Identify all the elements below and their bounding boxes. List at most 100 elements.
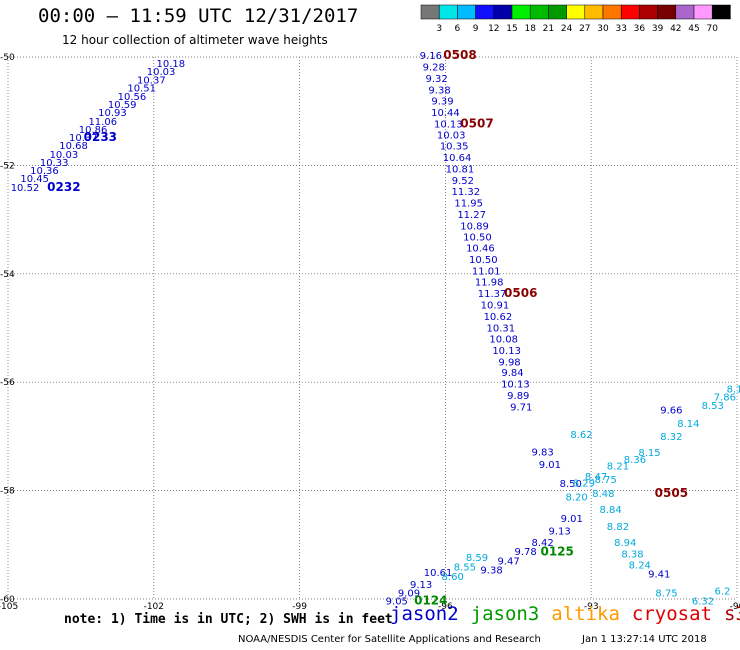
jason2-point: 10.50: [469, 255, 498, 266]
colorbar-tick-label: 12: [488, 24, 499, 34]
colorbar-tick-label: 15: [506, 24, 517, 34]
legend-cryosat: cryosat: [631, 603, 712, 625]
jason2-point: 10.36: [30, 166, 59, 177]
jason3-point: 8.36: [624, 455, 646, 466]
jason2-point: 10.45: [20, 174, 49, 185]
jason2-point: 10.13: [501, 380, 530, 391]
jason2-point: 11.32: [451, 187, 480, 198]
jason3-point: 8.59: [466, 553, 488, 564]
jason2-point: 11.06: [88, 117, 117, 128]
jason3-point: 6.2: [714, 587, 730, 598]
jason3-point: 8.94: [614, 538, 636, 549]
jason3-point: 8.32: [660, 432, 682, 443]
legend-jason3: jason3: [470, 603, 540, 625]
units-note: note: 1) Time is in UTC; 2) SWH is in fe…: [64, 612, 393, 627]
colorbar-tick-label: 27: [579, 24, 590, 34]
jason2-point: 10.61: [424, 568, 453, 579]
colorbar-tick-label: 45: [688, 24, 699, 34]
colorbar-tick-label: 36: [634, 24, 646, 34]
jason2-point: 9.84: [501, 368, 523, 379]
credit-line: NOAA/NESDIS Center for Satellite Applica…: [238, 634, 541, 645]
jason2-point: 9.41: [648, 569, 670, 580]
jason2-point: 9.39: [431, 97, 453, 108]
colorbar-tick-label: 33: [615, 24, 626, 34]
jason2-point: 9.98: [498, 357, 520, 368]
jason2-point: 9.01: [539, 460, 561, 471]
jason2-point: 10.03: [147, 67, 176, 78]
wave-height-map: -105 -102 -99 -96 -93 -90 -50 -52 -54 -56 -58 -60 10…: [0, 48, 740, 610]
jason3-point: 8.55: [454, 562, 476, 573]
jason2-point: 9.52: [452, 176, 474, 187]
colorbar-tick-label: 30: [597, 24, 609, 34]
jason2-point: 9.16: [420, 51, 442, 62]
jason2-point: 9.83: [531, 447, 553, 458]
jason2-point: 8.50: [560, 479, 582, 490]
y-tick-label: -52: [0, 161, 15, 171]
jason2-point: 10.37: [137, 76, 166, 87]
jason2-point: 10.86: [79, 125, 108, 136]
colorbar-tick-label: 39: [652, 24, 664, 34]
colorbar-swatch: [711, 4, 731, 20]
jason2-point: 10.33: [40, 158, 69, 169]
pass-label: 0507: [460, 116, 493, 130]
colorbar-tick-label: 24: [561, 24, 573, 34]
jason2-point: 10.13: [492, 346, 521, 357]
colorbar-tick-label: 21: [543, 24, 554, 34]
jason2-point: 10.89: [460, 221, 489, 232]
jason2-point: 11.95: [454, 199, 483, 210]
jason2-point: 9.66: [660, 406, 682, 417]
jason2-point: 11.98: [475, 278, 504, 289]
x-tick-label: -99: [292, 602, 307, 610]
colorbar-tick-label: 70: [706, 24, 718, 34]
jason2-point: 9.13: [410, 580, 432, 591]
legend-jason2: jason2: [390, 603, 459, 625]
x-tick-label: -96: [438, 602, 453, 610]
jason2-point: 10.46: [466, 244, 495, 255]
y-tick-label: -50: [0, 53, 15, 63]
jason3-point: 8.48: [592, 489, 614, 500]
jason2-point: 10.03: [437, 130, 466, 141]
jason3-point: 8.75: [655, 588, 677, 599]
jason3-point: 8.24: [629, 561, 651, 572]
jason3-point: 8.15: [638, 448, 660, 459]
jason3-point: 8.14: [677, 419, 699, 430]
jason2-point: 9.13: [548, 527, 570, 538]
jason3-point: 8.21: [607, 461, 629, 472]
pass-label: 0232: [47, 180, 80, 194]
jason2-point: 10.35: [440, 142, 469, 153]
jason2-point: 11.01: [472, 266, 501, 277]
pass-label: 0233: [84, 130, 117, 144]
legend-altika: altika: [551, 603, 620, 625]
y-tick-label: -58: [0, 487, 15, 497]
jason2-point: 10.64: [443, 153, 472, 164]
pass-label: 0125: [540, 545, 573, 559]
jason2-point: 9.32: [426, 74, 448, 85]
pass-label: 0508: [443, 48, 476, 62]
jason3-point: 8.38: [621, 549, 643, 560]
y-tick-label: -60: [0, 595, 15, 605]
jason3-point: 6.32: [692, 596, 714, 607]
jason3-point: 8.62: [570, 430, 592, 441]
pass-label: 0124: [414, 593, 447, 607]
colorbar-tick-label: 6: [455, 24, 461, 34]
jason3-point: 8.20: [565, 492, 587, 503]
jason2-point: 9.71: [510, 402, 532, 413]
colorbar-tick-label: 42: [670, 24, 681, 34]
colorbar-tick-label: 3: [436, 24, 442, 34]
x-tick-label: -102: [144, 602, 164, 610]
jason2-point: 8.42: [531, 538, 553, 549]
jason2-point: 9.38: [428, 85, 450, 96]
pass-label: 0505: [655, 486, 688, 500]
jason2-point: 10.31: [486, 323, 515, 334]
jason3-point: 7.86: [714, 393, 736, 404]
jason2-point: 10.52: [11, 183, 40, 194]
jason2-point: 11.37: [478, 289, 507, 300]
jason2-point: 9.78: [514, 547, 536, 558]
jason2-point: 9.28: [423, 63, 445, 74]
jason2-point: 9.05: [386, 596, 408, 607]
chart-title: 00:00 – 11:59 UTC 12/31/2017: [38, 5, 359, 27]
jason3-point: 8.75: [595, 475, 617, 486]
jason2-point: 10.68: [59, 141, 88, 152]
jason2-point: 10.13: [434, 119, 463, 130]
jason2-point: 9.38: [480, 566, 502, 577]
